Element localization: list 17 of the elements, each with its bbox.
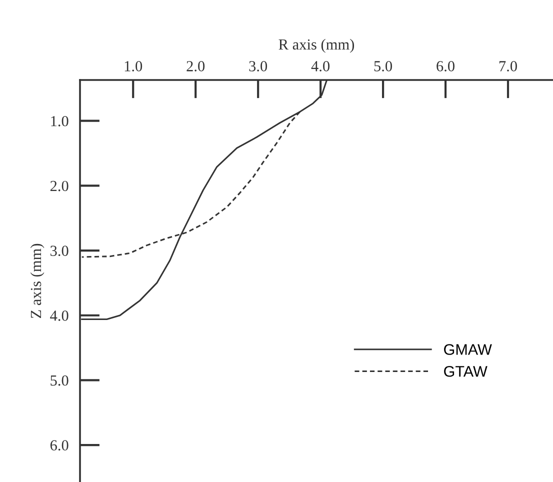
x-tick-label: 2.0 xyxy=(186,61,205,72)
y-tick-label: 2.0 xyxy=(50,180,68,192)
x-tick-label: 3.0 xyxy=(249,61,268,72)
x-tick-label: 5.0 xyxy=(374,61,392,72)
y-tick-label: 1.0 xyxy=(51,116,68,126)
y-axis-title: Z axis (mm) xyxy=(30,244,44,318)
y-tick-label: 5.0 xyxy=(50,375,68,386)
x-tick-label: 7.0 xyxy=(499,61,517,72)
x-tick-label: 6.0 xyxy=(436,61,454,72)
legend-label: GMAW xyxy=(444,344,492,355)
x-tick-label: 4.0 xyxy=(311,61,330,72)
y-tick-label: 3.0 xyxy=(50,246,68,256)
x-tick-label: 1.0 xyxy=(124,61,142,72)
legend-label: GTAW xyxy=(444,366,488,377)
y-tick-label: 6.0 xyxy=(50,440,68,451)
y-tick-label: 4.0 xyxy=(50,310,68,321)
x-axis-title: R axis (mm) xyxy=(278,38,354,53)
